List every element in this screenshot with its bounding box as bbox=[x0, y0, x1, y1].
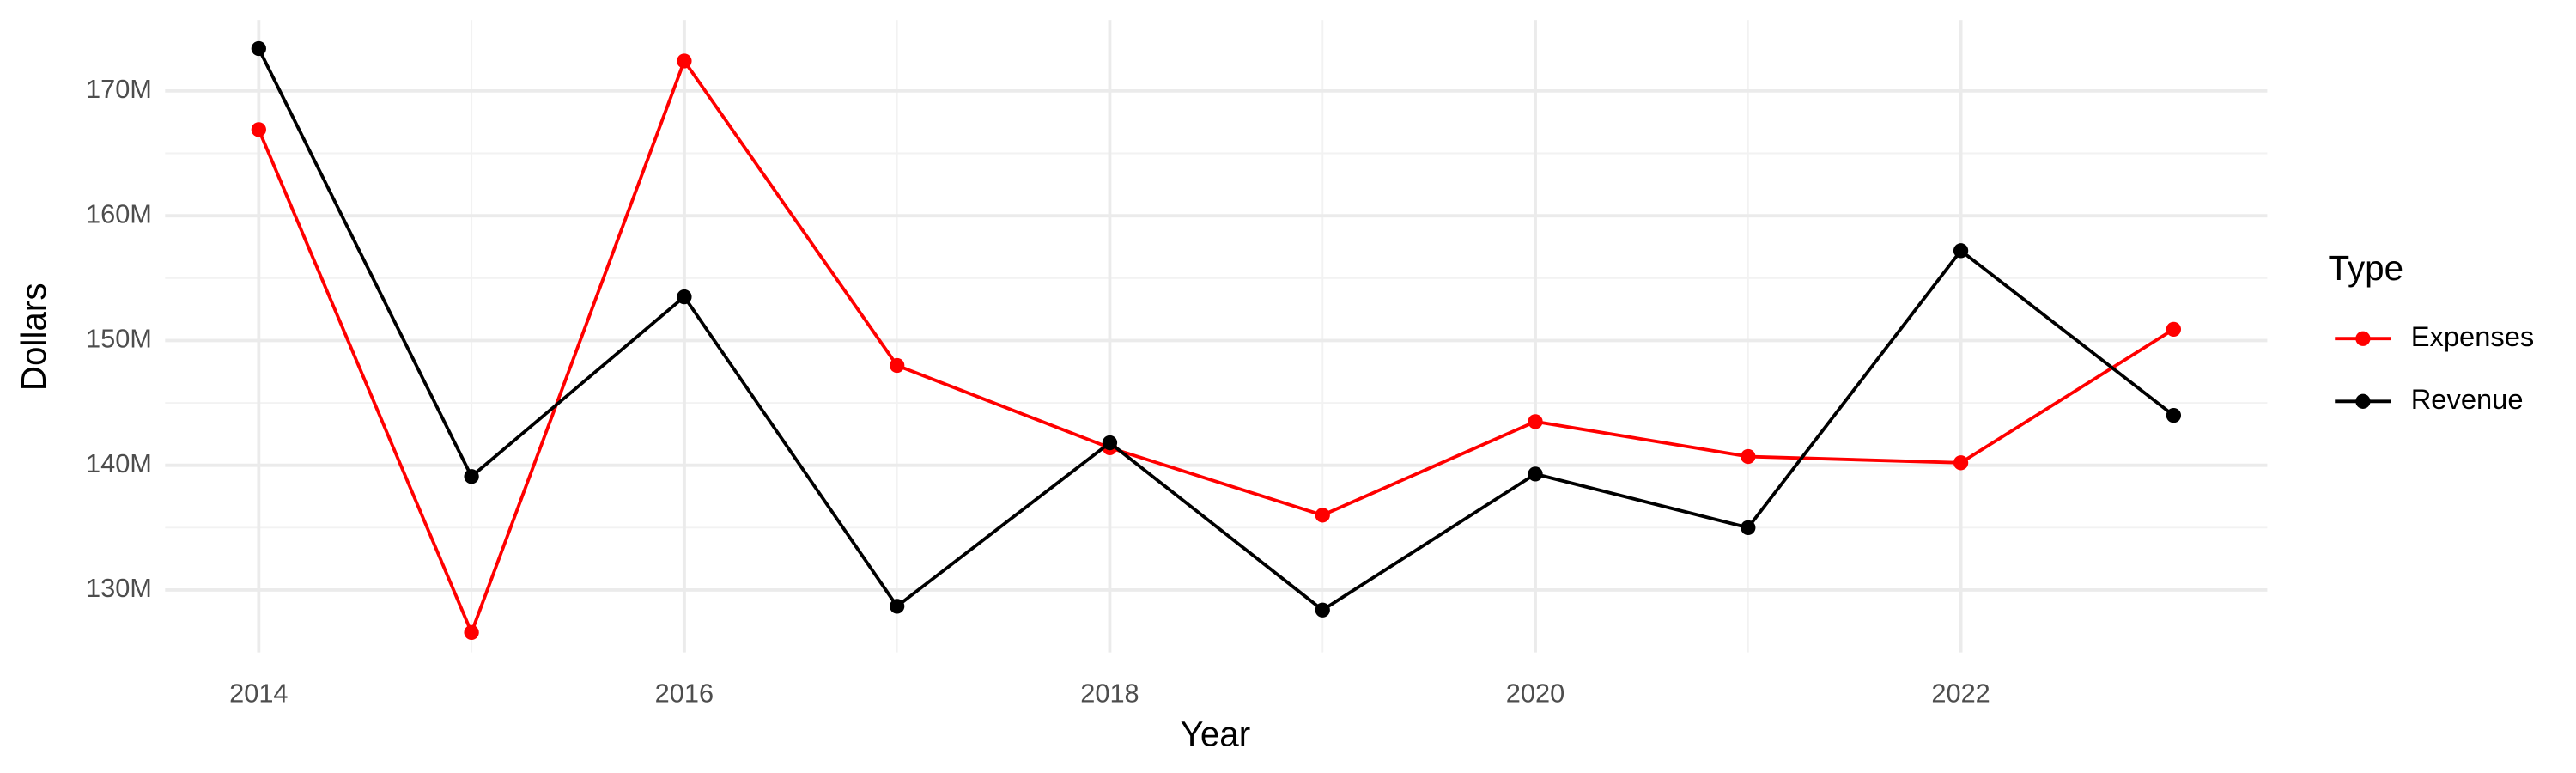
x-tick-label: 2016 bbox=[655, 679, 714, 709]
data-point bbox=[1741, 448, 1756, 465]
x-tick-label: 2022 bbox=[1931, 679, 1990, 709]
y-tick-label: 140M bbox=[86, 448, 152, 478]
x-tick-label: 2014 bbox=[229, 679, 288, 709]
data-point bbox=[677, 53, 692, 69]
y-tick-label: 150M bbox=[86, 324, 152, 354]
y-axis-title: Dollars bbox=[14, 283, 53, 391]
x-axis-title: Year bbox=[1181, 714, 1251, 753]
legend-label: Revenue bbox=[2411, 383, 2524, 415]
data-point bbox=[1528, 414, 1543, 429]
legend-key-point bbox=[2355, 393, 2371, 409]
data-point bbox=[464, 624, 479, 641]
series-line bbox=[257, 57, 2175, 637]
data-point bbox=[1102, 435, 1118, 451]
legend-key-point bbox=[2355, 331, 2371, 346]
legend-title: Type bbox=[2329, 248, 2404, 288]
data-point bbox=[1528, 466, 1543, 482]
series-line bbox=[257, 47, 2175, 612]
data-point bbox=[2166, 407, 2182, 423]
legend-label: Expenses bbox=[2411, 320, 2535, 352]
data-point bbox=[1953, 243, 1969, 259]
data-point bbox=[1315, 508, 1330, 523]
data-point bbox=[677, 289, 692, 305]
y-tick-label: 170M bbox=[86, 74, 152, 104]
y-tick-label: 130M bbox=[86, 573, 152, 603]
data-point bbox=[1315, 602, 1330, 618]
data-point bbox=[464, 469, 479, 484]
data-point bbox=[251, 40, 266, 57]
x-tick-label: 2018 bbox=[1080, 679, 1139, 709]
data-point bbox=[1953, 455, 1969, 471]
data-point bbox=[890, 357, 905, 374]
data-point bbox=[1741, 520, 1756, 535]
data-point bbox=[890, 599, 905, 614]
y-tick-label: 160M bbox=[86, 198, 152, 228]
data-point bbox=[2166, 321, 2182, 338]
x-tick-label: 2020 bbox=[1506, 679, 1564, 709]
data-point bbox=[251, 122, 266, 137]
